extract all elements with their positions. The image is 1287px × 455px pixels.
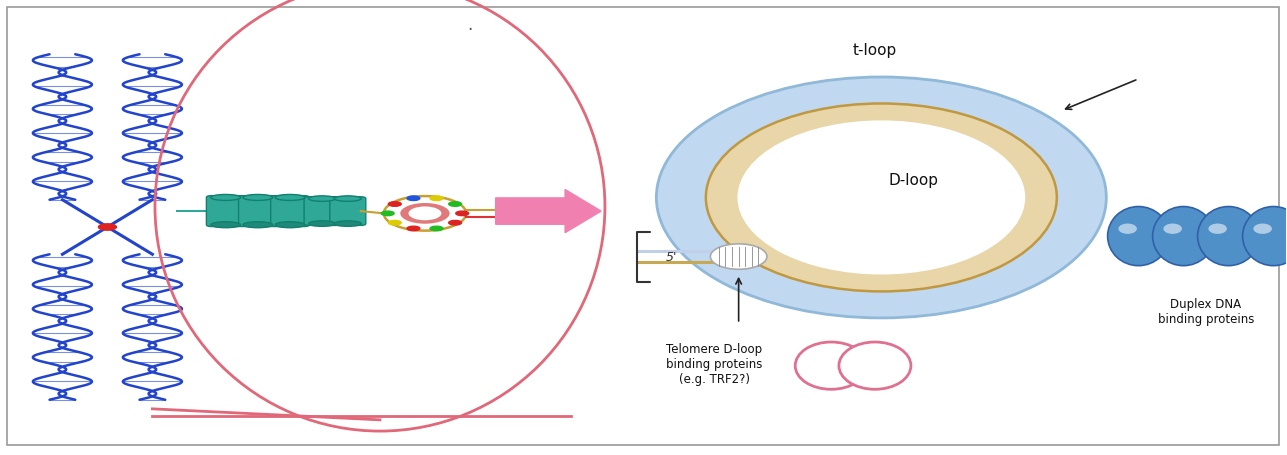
Circle shape xyxy=(449,221,462,226)
Ellipse shape xyxy=(400,203,449,224)
FancyBboxPatch shape xyxy=(206,196,245,227)
Circle shape xyxy=(430,197,443,201)
Ellipse shape xyxy=(211,222,241,228)
Ellipse shape xyxy=(656,78,1107,318)
FancyBboxPatch shape xyxy=(304,197,340,226)
Ellipse shape xyxy=(211,195,241,201)
Ellipse shape xyxy=(408,207,441,221)
Ellipse shape xyxy=(335,221,362,227)
Ellipse shape xyxy=(309,197,336,202)
Ellipse shape xyxy=(243,222,273,228)
Ellipse shape xyxy=(243,195,273,201)
FancyBboxPatch shape xyxy=(8,7,1278,445)
Circle shape xyxy=(389,202,402,207)
Ellipse shape xyxy=(1163,224,1181,234)
Circle shape xyxy=(449,202,462,207)
Ellipse shape xyxy=(1254,224,1272,234)
Circle shape xyxy=(430,227,443,231)
Text: t-loop: t-loop xyxy=(853,42,897,57)
Circle shape xyxy=(389,221,402,226)
FancyBboxPatch shape xyxy=(238,196,277,227)
FancyArrow shape xyxy=(495,190,601,233)
Ellipse shape xyxy=(1153,207,1215,266)
Ellipse shape xyxy=(275,222,305,228)
Ellipse shape xyxy=(737,121,1026,275)
FancyBboxPatch shape xyxy=(329,197,366,226)
Ellipse shape xyxy=(795,342,867,389)
Circle shape xyxy=(456,212,468,216)
Text: 5': 5' xyxy=(665,251,677,263)
Ellipse shape xyxy=(710,244,767,270)
Ellipse shape xyxy=(1198,207,1259,266)
Circle shape xyxy=(407,197,420,201)
Circle shape xyxy=(98,224,116,231)
Ellipse shape xyxy=(705,104,1057,292)
Ellipse shape xyxy=(335,197,362,202)
Text: ·: · xyxy=(467,21,472,39)
Text: Telomere D-loop
binding proteins
(e.g. TRF2?): Telomere D-loop binding proteins (e.g. T… xyxy=(665,342,762,385)
Ellipse shape xyxy=(1242,207,1287,266)
Ellipse shape xyxy=(1118,224,1136,234)
FancyBboxPatch shape xyxy=(270,196,309,227)
Text: D-loop: D-loop xyxy=(888,172,938,187)
Text: Duplex DNA
binding proteins: Duplex DNA binding proteins xyxy=(1158,298,1254,326)
Ellipse shape xyxy=(1208,224,1227,234)
Circle shape xyxy=(381,212,394,216)
Circle shape xyxy=(407,227,420,231)
Ellipse shape xyxy=(309,221,336,227)
Ellipse shape xyxy=(275,195,305,201)
Ellipse shape xyxy=(839,342,911,389)
Ellipse shape xyxy=(1108,207,1170,266)
